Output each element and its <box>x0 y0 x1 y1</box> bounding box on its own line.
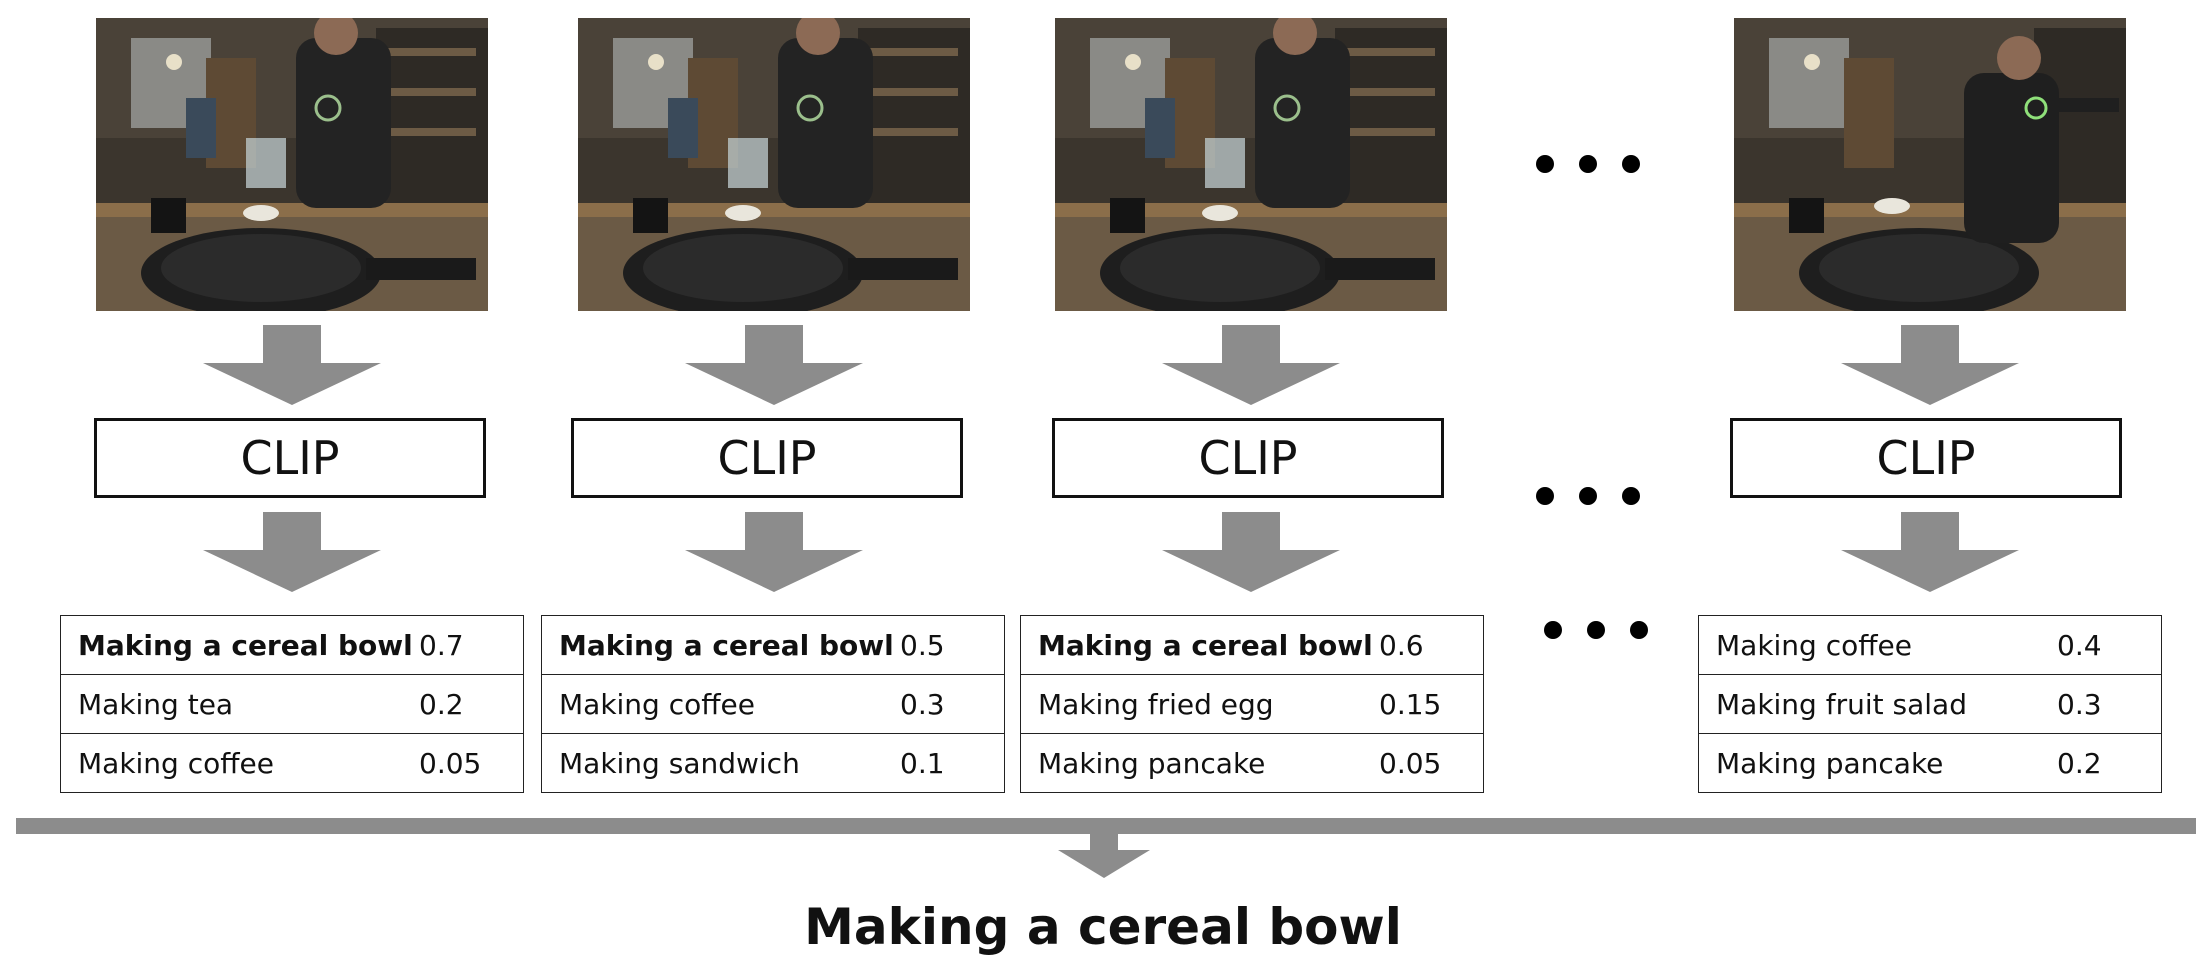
arrow-down-icon <box>1162 512 1340 592</box>
kitchen-frame-image <box>578 18 970 311</box>
activity-label: Making sandwich <box>559 746 800 780</box>
ellipsis-icon <box>1533 484 1643 508</box>
score-table-2: Making a cereal bowl 0.5 Making coffee 0.3… <box>541 615 1005 793</box>
score-table-last: Making coffee 0.4 Making fruit salad 0.3 M… <box>1698 615 2162 793</box>
ellipsis-icon <box>1541 618 1651 642</box>
final-prediction: Making a cereal bowl <box>804 898 1402 956</box>
video-frame-2 <box>578 18 970 311</box>
activity-score: 0.5 <box>900 629 945 662</box>
activity-score: 0.15 <box>1379 688 1442 722</box>
activity-score: 0.05 <box>419 746 482 780</box>
table-row: Making a cereal bowl 0.7 <box>61 616 523 674</box>
activity-label: Making a cereal bowl <box>1038 629 1373 662</box>
score-table-1: Making a cereal bowl 0.7 Making tea 0.2 Ma… <box>60 615 524 793</box>
activity-score: 0.7 <box>419 629 464 662</box>
table-row: Making pancake 0.2 <box>1699 732 2161 791</box>
kitchen-frame-image <box>1734 18 2126 311</box>
clip-model-box: CLIP <box>1052 418 1444 498</box>
clip-label: CLIP <box>240 431 340 485</box>
video-frame-1 <box>96 18 488 311</box>
kitchen-frame-image <box>1055 18 1447 311</box>
activity-score: 0.4 <box>2057 629 2102 662</box>
activity-label: Making a cereal bowl <box>78 629 413 662</box>
activity-label: Making pancake <box>1716 746 1944 780</box>
arrow-down-icon <box>203 512 381 592</box>
activity-score: 0.2 <box>419 688 464 722</box>
table-row: Making coffee 0.05 <box>61 732 523 791</box>
clip-model-box: CLIP <box>571 418 963 498</box>
kitchen-frame-image <box>96 18 488 311</box>
score-table-3: Making a cereal bowl 0.6 Making fried egg… <box>1020 615 1484 793</box>
video-frame-last <box>1734 18 2126 311</box>
clip-model-box: CLIP <box>94 418 486 498</box>
activity-label: Making coffee <box>1716 629 1912 662</box>
arrow-down-icon <box>1841 512 2019 592</box>
video-frame-3 <box>1055 18 1447 311</box>
activity-score: 0.1 <box>900 746 945 780</box>
arrow-down-icon <box>1841 325 2019 405</box>
arrow-down-icon <box>685 512 863 592</box>
arrow-down-icon <box>685 325 863 405</box>
ellipsis-icon <box>1533 152 1643 176</box>
table-row: Making sandwich 0.1 <box>542 732 1004 791</box>
activity-score: 0.3 <box>900 688 945 722</box>
activity-label: Making pancake <box>1038 746 1266 780</box>
arrow-down-icon <box>203 325 381 405</box>
table-row: Making coffee 0.4 <box>1699 616 2161 674</box>
activity-score: 0.6 <box>1379 629 1424 662</box>
clip-label: CLIP <box>1198 431 1298 485</box>
aggregation-bar <box>16 818 2196 834</box>
clip-label: CLIP <box>1876 431 1976 485</box>
activity-label: Making fruit salad <box>1716 688 1967 722</box>
table-row: Making fried egg 0.15 <box>1021 674 1483 732</box>
clip-label: CLIP <box>717 431 817 485</box>
activity-label: Making coffee <box>78 746 274 780</box>
activity-score: 0.05 <box>1379 746 1442 780</box>
table-row: Making fruit salad 0.3 <box>1699 674 2161 732</box>
activity-label: Making coffee <box>559 688 755 722</box>
table-row: Making a cereal bowl 0.5 <box>542 616 1004 674</box>
table-row: Making coffee 0.3 <box>542 674 1004 732</box>
activity-label: Making tea <box>78 688 234 722</box>
arrow-down-icon <box>1058 830 1150 878</box>
activity-label: Making fried egg <box>1038 688 1274 722</box>
table-row: Making pancake 0.05 <box>1021 732 1483 791</box>
table-row: Making a cereal bowl 0.6 <box>1021 616 1483 674</box>
activity-label: Making a cereal bowl <box>559 629 894 662</box>
table-row: Making tea 0.2 <box>61 674 523 732</box>
clip-model-box: CLIP <box>1730 418 2122 498</box>
arrow-down-icon <box>1162 325 1340 405</box>
activity-score: 0.2 <box>2057 746 2102 780</box>
activity-score: 0.3 <box>2057 688 2102 722</box>
